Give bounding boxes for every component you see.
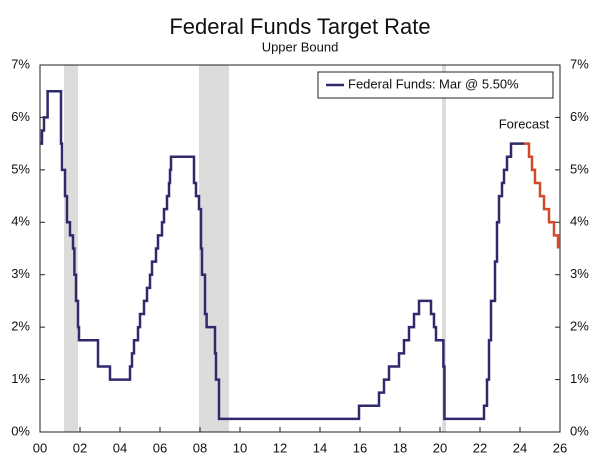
x-tick-label: 20	[433, 440, 447, 455]
y2-tick-label: 1%	[570, 371, 589, 386]
y2-tick-label: 0%	[570, 423, 589, 438]
y2-tick-label: 4%	[570, 214, 589, 229]
y-tick-label: 6%	[11, 109, 30, 124]
x-tick-label: 26	[553, 440, 567, 455]
y-tick-label: 3%	[11, 266, 30, 281]
legend-box	[317, 71, 554, 99]
x-tick-label: 16	[353, 440, 367, 455]
recession-band	[199, 65, 229, 432]
y-tick-label: 0%	[11, 423, 30, 438]
y-tick-label: 2%	[11, 319, 30, 334]
x-tick-label: 24	[513, 440, 527, 455]
y-tick-label: 5%	[11, 161, 30, 176]
y2-tick-label: 6%	[570, 109, 589, 124]
x-tick-label: 02	[73, 440, 87, 455]
series-line	[524, 142, 560, 249]
x-tick-label: 06	[153, 440, 167, 455]
y2-tick-label: 2%	[570, 319, 589, 334]
chart-subtitle: Upper Bound	[262, 39, 339, 54]
x-tick-label: 18	[393, 440, 407, 455]
x-tick-label: 22	[473, 440, 487, 455]
y2-tick-label: 7%	[570, 56, 589, 71]
recession-band	[64, 65, 78, 432]
y2-tick-label: 5%	[570, 161, 589, 176]
x-tick-label: 10	[233, 440, 247, 455]
legend-label: Federal Funds: Mar @ 5.50%	[348, 76, 519, 91]
recession-band	[442, 65, 446, 432]
y-tick-label: 4%	[11, 214, 30, 229]
chart-title: Federal Funds Target Rate	[169, 14, 430, 39]
x-tick-label: 00	[33, 440, 47, 455]
plot-frame	[39, 64, 561, 433]
y-tick-label: 7%	[11, 56, 30, 71]
y2-tick-label: 3%	[570, 266, 589, 281]
series-line	[40, 89, 524, 421]
x-tick-label: 14	[313, 440, 327, 455]
x-tick-label: 08	[193, 440, 207, 455]
y-tick-label: 1%	[11, 371, 30, 386]
x-tick-label: 12	[273, 440, 287, 455]
annotation: Forecast	[499, 116, 550, 131]
x-tick-label: 04	[113, 440, 127, 455]
